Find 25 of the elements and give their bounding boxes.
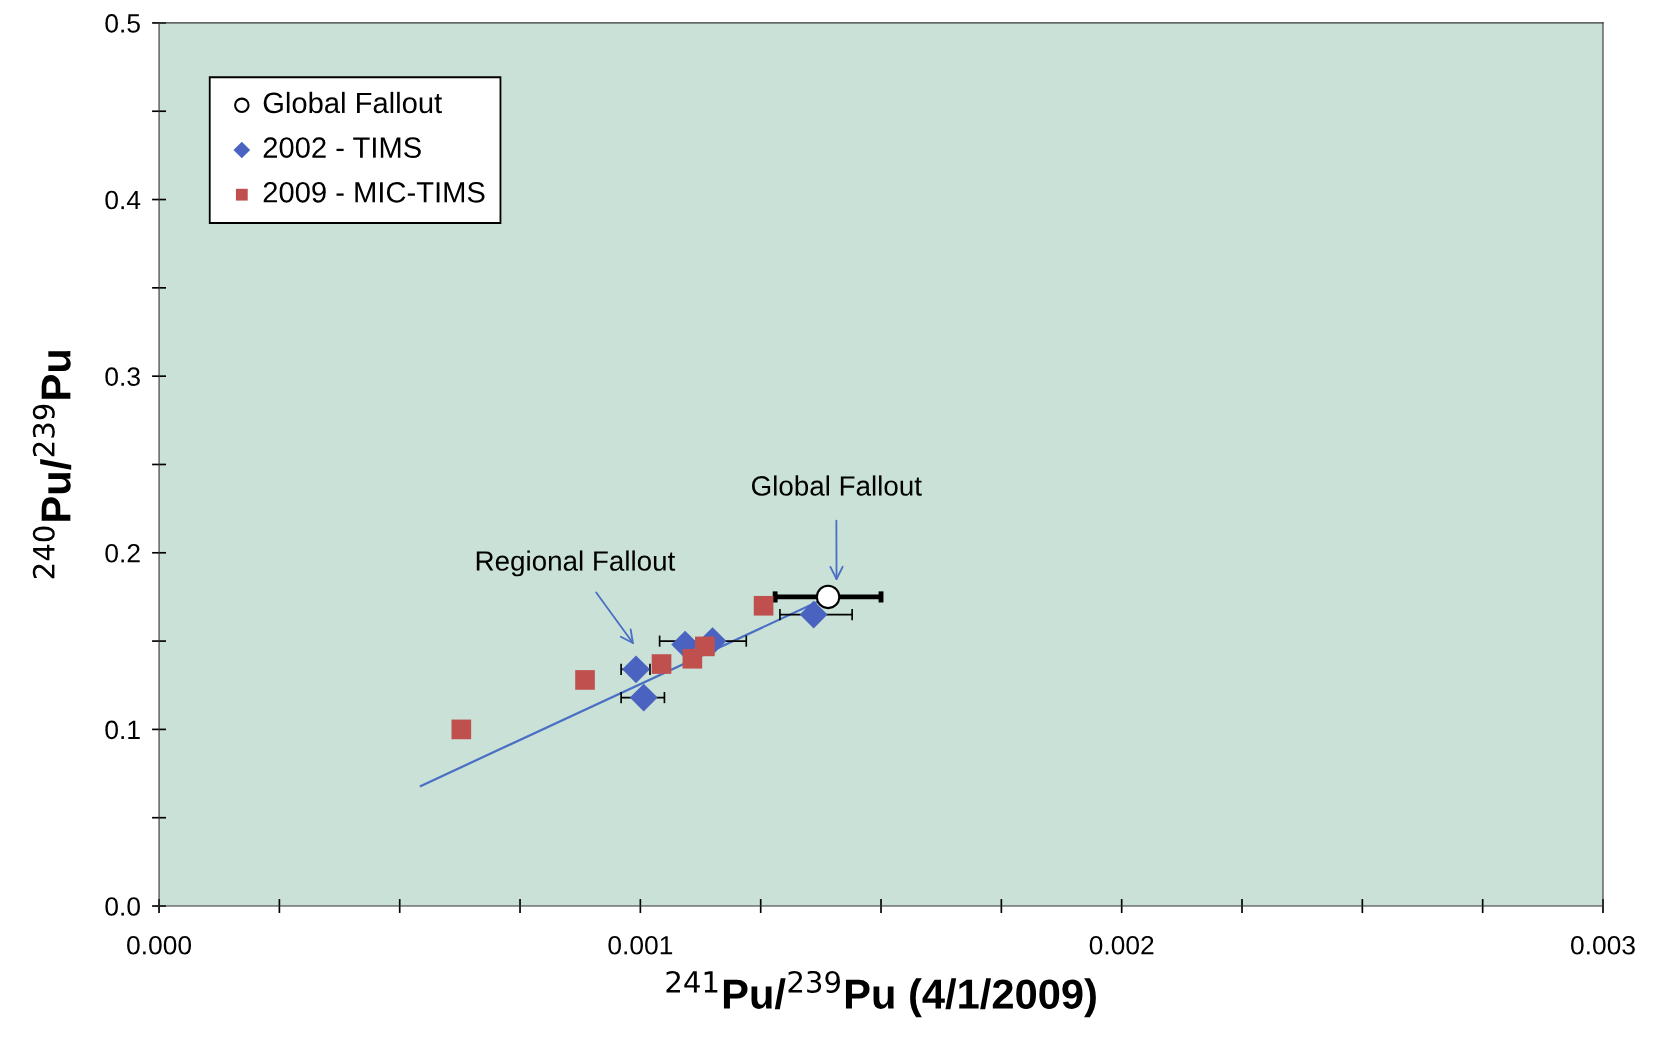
- legend-label: Global Fallout: [263, 91, 442, 114]
- point: [451, 719, 472, 740]
- x-tick-label: 0.003: [1571, 935, 1635, 955]
- x-axis-title: $^{241}$Pu/$^{239}$Pu (4/1/2009): [666, 970, 1096, 1018]
- y-tick-label: 0.0: [105, 897, 140, 916]
- annotation: Regional Fallout: [476, 550, 676, 577]
- y-axis-title: $^{240}$Pu/$^{239}$Pu: [32, 350, 72, 579]
- y-tick-label: 0.3: [105, 367, 140, 386]
- legend-label: 2002 - TIMS: [263, 137, 421, 158]
- y-tick-label: 0.2: [105, 543, 140, 563]
- point: [799, 600, 828, 629]
- point: [753, 595, 774, 616]
- point: [629, 683, 658, 712]
- x-tick-label: 0.001: [608, 935, 673, 955]
- point: [622, 655, 650, 684]
- legend-label: 2009 - MIC-TIMS: [263, 181, 485, 203]
- y-tick-label: 0.5: [105, 14, 140, 33]
- point: [575, 670, 595, 690]
- x-tick-label: 0.002: [1089, 935, 1154, 955]
- point: [815, 584, 841, 610]
- point: [651, 654, 672, 674]
- x-tick-label: 0.000: [127, 935, 192, 955]
- annotation: Global Fallout: [751, 475, 922, 496]
- y-tick-label: 0.1: [105, 720, 140, 740]
- y-tick-label: 0.4: [105, 190, 141, 210]
